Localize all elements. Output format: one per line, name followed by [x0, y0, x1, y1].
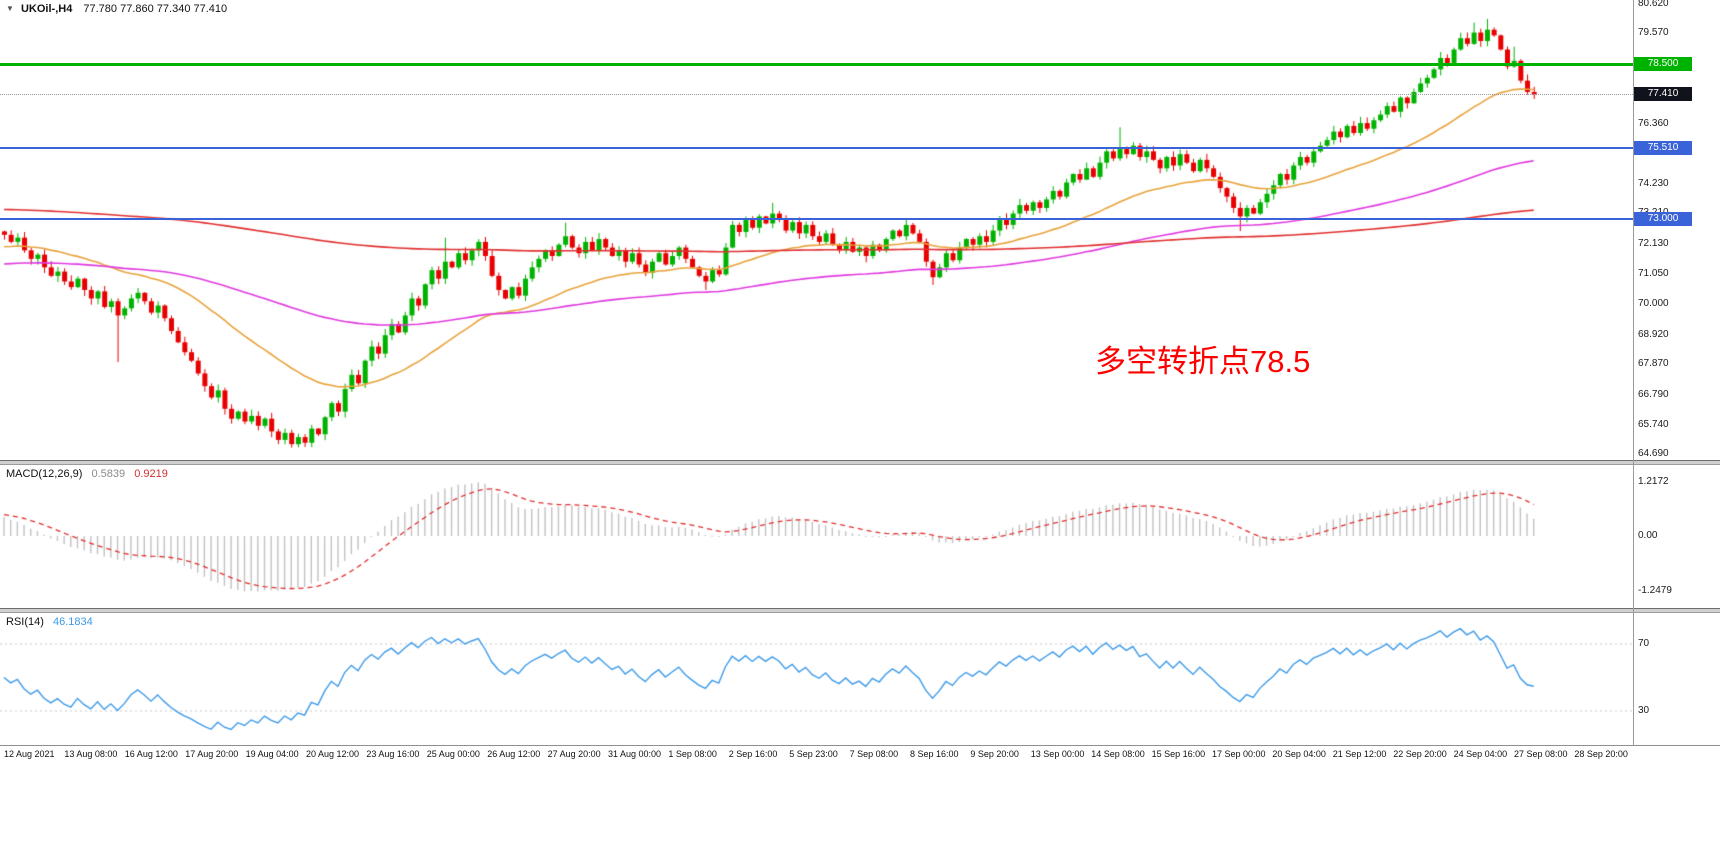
macd-axis-label: 0.00	[1638, 530, 1658, 541]
time-axis-label: 27 Aug 20:00	[547, 749, 601, 759]
macd-signal-value: 0.9219	[134, 468, 168, 480]
price-panel: ▼ UKOil-,H4 77.780 77.860 77.340 77.410 …	[0, 0, 1720, 460]
rsi-axis[interactable]: 70 30	[1634, 613, 1720, 745]
price-chart-canvas[interactable]	[0, 0, 1633, 460]
price-axis-label: 66.790	[1638, 388, 1669, 400]
rsi-axis-label: 70	[1638, 638, 1650, 649]
time-axis-label: 26 Aug 12:00	[487, 749, 541, 759]
price-axis-label: 76.360	[1638, 118, 1669, 130]
price-axis-label: 65.740	[1638, 418, 1669, 430]
macd-title: MACD(12,26,9)	[6, 468, 83, 480]
rsi-value: 46.1834	[52, 616, 93, 628]
rsi-panel: RSI(14) 46.1834 70 30	[0, 613, 1720, 745]
price-axis-label: 64.690	[1638, 448, 1669, 460]
time-axis-label: 12 Aug 2021	[4, 749, 55, 759]
time-axis[interactable]: 12 Aug 2021 13 Aug 08:00 16 Aug 12:00 17 Au…	[0, 745, 1720, 763]
time-axis-label: 7 Sep 08:00	[849, 749, 899, 759]
panel-splitter-rsi[interactable]	[0, 608, 1720, 613]
price-axis-label: 74.230	[1638, 178, 1669, 190]
time-axis-label: 21 Sep 12:00	[1332, 749, 1387, 759]
time-axis-label: 13 Aug 08:00	[64, 749, 118, 759]
price-axis-label: 71.050	[1638, 268, 1669, 280]
time-axis-label: 31 Aug 00:00	[608, 749, 662, 759]
price-line-badge: 78.500	[1634, 56, 1692, 71]
macd-main-value: 0.5839	[91, 468, 126, 480]
time-axis-label: 13 Sep 00:00	[1030, 749, 1085, 759]
price-axis-label: 70.000	[1638, 298, 1669, 310]
level-line-75.510[interactable]	[0, 147, 1633, 150]
macd-label: MACD(12,26,9) 0.5839 0.9219	[6, 468, 168, 480]
price-axis-label: 67.870	[1638, 358, 1669, 370]
symbol-bar: ▼ UKOil-,H4 77.780 77.860 77.340 77.410	[6, 3, 227, 15]
time-axis-label: 24 Sep 04:00	[1453, 749, 1508, 759]
time-axis-label: 15 Sep 16:00	[1151, 749, 1206, 759]
bottom-space	[0, 763, 1720, 841]
time-axis-label: 1 Sep 08:00	[668, 749, 717, 759]
time-axis-label: 17 Aug 20:00	[185, 749, 239, 759]
time-axis-label: 20 Aug 12:00	[306, 749, 360, 759]
time-axis-label: 14 Sep 08:00	[1091, 749, 1145, 759]
annotation-text[interactable]: 多空转折点78.5	[1095, 344, 1311, 379]
macd-canvas[interactable]	[0, 465, 1633, 608]
current-price-line	[0, 94, 1633, 96]
time-axis-label: 5 Sep 23:00	[789, 749, 838, 759]
macd-axis-label: -1.2479	[1638, 584, 1672, 596]
rsi-axis-label: 30	[1638, 705, 1650, 716]
macd-axis[interactable]: 1.2172 0.00 -1.2479	[1634, 465, 1720, 608]
panel-splitter-macd[interactable]	[0, 460, 1720, 465]
time-axis-label: 17 Sep 00:00	[1212, 749, 1266, 759]
time-axis-label: 28 Sep 20:00	[1574, 749, 1628, 759]
macd-axis-label: 1.2172	[1638, 476, 1669, 488]
time-axis-label: 22 Sep 20:00	[1393, 749, 1447, 759]
symbol-title: UKOil-,H4	[20, 3, 73, 15]
price-axis-label: 72.130	[1638, 237, 1669, 249]
time-axis-label: 20 Sep 04:00	[1272, 749, 1326, 759]
rsi-label: RSI(14) 46.1834	[6, 616, 93, 628]
time-axis-label: 25 Aug 00:00	[426, 749, 480, 759]
time-axis-label: 23 Aug 16:00	[366, 749, 420, 759]
rsi-canvas[interactable]	[0, 613, 1633, 745]
time-axis-label: 9 Sep 20:00	[970, 749, 1019, 759]
price-line-badge: 73.000	[1634, 212, 1692, 227]
price-axis-label: 79.570	[1638, 27, 1669, 39]
level-line-73.000[interactable]	[0, 218, 1633, 221]
symbol-dropdown-icon[interactable]: ▼	[6, 4, 14, 13]
time-axis-label: 16 Aug 12:00	[124, 749, 178, 759]
time-axis-label: 27 Sep 08:00	[1514, 749, 1568, 759]
time-axis-label: 19 Aug 04:00	[245, 749, 299, 759]
level-line-78.500[interactable]	[0, 62, 1633, 66]
time-axis-label: 2 Sep 16:00	[728, 749, 778, 759]
axis-divider	[1633, 0, 1634, 763]
macd-panel: MACD(12,26,9) 0.5839 0.9219 1.2172 0.00 -1…	[0, 465, 1720, 608]
current-price-badge: 77.410	[1634, 87, 1692, 102]
price-line-badge: 75.510	[1634, 141, 1692, 156]
rsi-title: RSI(14)	[6, 616, 44, 628]
time-axis-label: 8 Sep 16:00	[910, 749, 959, 759]
price-axis-label: 68.920	[1638, 328, 1669, 340]
symbol-ohlc-values: 77.780 77.860 77.340 77.410	[83, 3, 228, 15]
price-axis-label: 80.620	[1638, 0, 1669, 9]
price-axis[interactable]: 80.62079.57076.36074.23073.21072.13071.0…	[1634, 0, 1720, 460]
